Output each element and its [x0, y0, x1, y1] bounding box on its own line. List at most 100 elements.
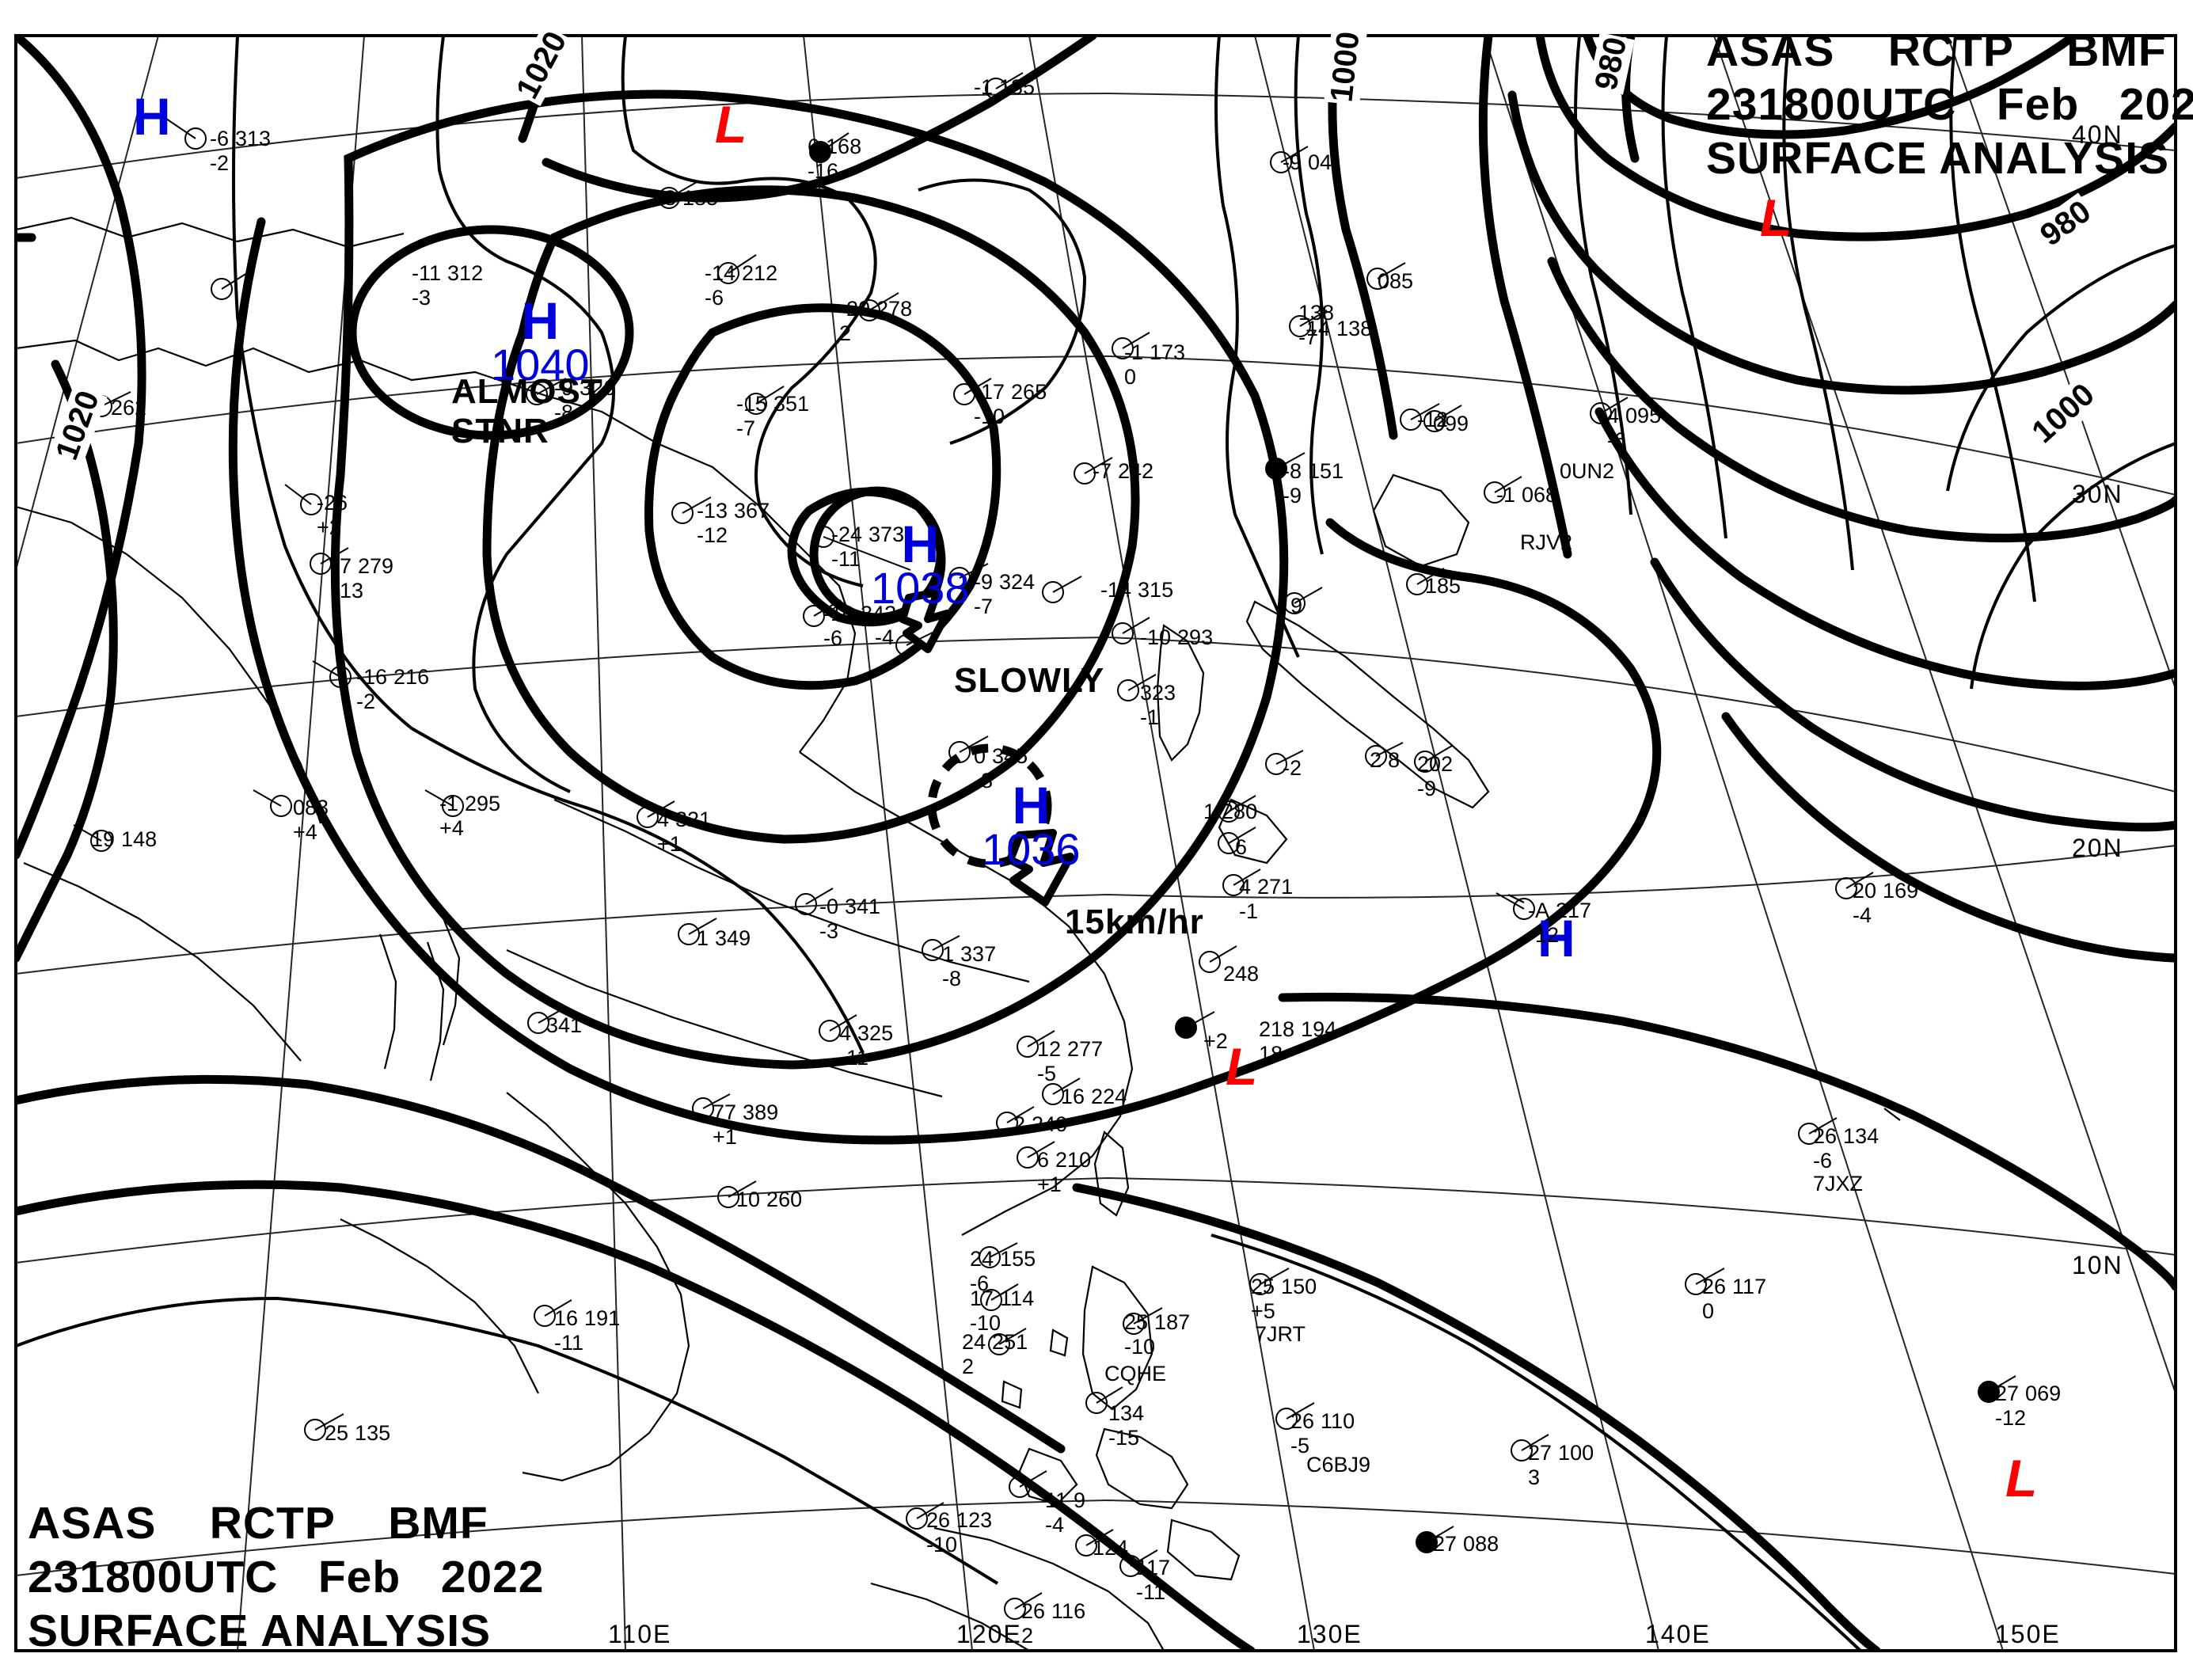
station-plot: -16 216 -2	[356, 665, 435, 714]
station-temperature: CQHE	[1104, 1362, 1167, 1385]
station-pressure: 323	[1140, 681, 1176, 705]
station-temperature: -10	[1140, 625, 1172, 649]
station-dewpoint: 0	[1124, 365, 1137, 389]
station-temperature: 7JXZ	[1813, 1172, 1864, 1195]
station-pressure: 278	[876, 297, 913, 321]
station-dewpoint: 2	[1021, 1624, 1034, 1648]
station-pressure: 185	[1425, 574, 1461, 598]
station-pressure: 324	[999, 570, 1036, 594]
station-temperature: -26	[317, 491, 348, 515]
station-dewpoint: 0	[1702, 1299, 1715, 1323]
station-dewpoint: -10	[1124, 1335, 1156, 1359]
high-pressure-marker: H	[133, 90, 171, 143]
station-plot: 24 155 -6	[970, 1247, 1042, 1296]
station-plot: 185	[1425, 574, 1467, 599]
station-temperature: -11	[412, 261, 442, 285]
station-pressure: 224	[1091, 1085, 1127, 1108]
station-temperature: 26	[926, 1508, 951, 1532]
station-plot: -2	[1283, 756, 1302, 781]
high-symbol: H	[1537, 909, 1575, 967]
station-plot: 25 135	[325, 1421, 397, 1446]
station-pressure: 271	[1257, 875, 1294, 899]
station-pressure: 123	[956, 1508, 993, 1532]
station-dewpoint: -4	[1045, 1513, 1065, 1537]
station-temperature: -8	[1283, 459, 1302, 483]
station-plot: -10 343 -6	[823, 602, 903, 651]
high-pressure-marker: H 1038	[871, 518, 970, 611]
station-plot: 16 224	[1061, 1085, 1133, 1109]
latitude-label: 30N	[2072, 480, 2123, 508]
station-plot: -1 173 0	[1124, 340, 1192, 390]
station-dewpoint: -11	[839, 1046, 869, 1070]
station-temperature: 25	[325, 1421, 349, 1445]
longitude-label: 130E	[1297, 1620, 1363, 1648]
station-pressure: 135	[999, 75, 1036, 99]
station-plot: 77 389 +1	[713, 1100, 785, 1150]
station-plot: 20 169 -4	[1853, 879, 1925, 928]
station-pressure: 069	[2025, 1382, 2062, 1405]
station-plot: 202 -9	[1417, 752, 1459, 801]
station-dewpoint: -10	[974, 405, 1005, 428]
station-dewpoint: -12	[1995, 1406, 2027, 1430]
station-dewpoint: -12	[1417, 408, 1449, 431]
station-temperature: -1	[974, 75, 994, 99]
station-pressure: 315	[1138, 578, 1174, 602]
station-pressure: 099	[1433, 412, 1469, 435]
station-pressure: 210	[1055, 1148, 1092, 1172]
longitude-label: 120E	[956, 1620, 1022, 1648]
station-temperature: -7	[1093, 459, 1112, 483]
station-pressure: 138	[1336, 317, 1373, 340]
station-temperature: 27	[1433, 1532, 1458, 1556]
station-dewpoint: -3	[819, 919, 839, 943]
station-pressure: 0UN2	[1560, 459, 1615, 483]
station-plot: 6 168 -16	[808, 135, 868, 184]
station-dewpoint: 2	[839, 321, 852, 345]
title-block-bottom: ASAS RCTP BMF 231800UTC Feb 2022 SURFACE…	[28, 1496, 545, 1658]
station-dewpoint: +4	[293, 820, 317, 844]
station-plot: 16 191 -11	[554, 1306, 626, 1355]
high-pressure-marker: H 1040	[491, 295, 590, 388]
station-pressure: 251	[992, 1330, 1028, 1354]
station-plot: -20 278 2	[839, 297, 918, 346]
isobars-thin	[16, 36, 2176, 1651]
station-temperature: 1	[942, 942, 955, 966]
header-line3: SURFACE ANALYSIS	[1706, 133, 2170, 184]
station-temperature: -8	[657, 186, 677, 210]
station-dewpoint: 3	[1528, 1465, 1541, 1489]
station-temperature: 26	[1813, 1124, 1838, 1148]
system-movement-note: ALMOST STNR	[451, 372, 603, 450]
station-dewpoint: -12	[697, 523, 728, 547]
station-plot: -26 +2	[317, 491, 354, 540]
station-temperature: 6	[1037, 1148, 1050, 1172]
station-plot: -13 367 -12	[697, 499, 776, 548]
station-temperature: 20	[1853, 879, 1877, 903]
station-plot: 117 -11	[1136, 1556, 1176, 1605]
station-temperature: 12	[1037, 1037, 1062, 1061]
station-dewpoint: -7	[1298, 325, 1318, 349]
station-plot: RJV2	[1520, 530, 1579, 555]
station-plot: -1 135	[974, 75, 1041, 100]
station-plot: -14 212 -6	[705, 261, 784, 310]
station-pressure: 138	[1298, 301, 1335, 325]
station-pressure: 295	[465, 792, 501, 815]
high-symbol: H	[1012, 776, 1051, 834]
station-dewpoint: -8	[554, 401, 574, 424]
station-pressure: 373	[868, 523, 905, 546]
station-plot: 0UN2	[1560, 459, 1621, 484]
station-plot: 4 271 -1	[1239, 875, 1299, 924]
station-plot: 262	[111, 396, 153, 420]
footer-line2: 231800UTC Feb 2022	[28, 1552, 545, 1602]
station-temperature: 218	[1259, 1017, 1295, 1041]
station-dewpoint: -16	[808, 159, 839, 183]
header-line1: ASAS RCTP BMF	[1706, 25, 2167, 76]
station-pressure: 312	[447, 261, 484, 285]
station-dewpoint: 2	[962, 1355, 975, 1378]
low-pressure-marker: L	[1226, 1040, 1257, 1093]
station-plot: 12 277 -5	[1037, 1037, 1109, 1086]
station-plot: -24 373 -11	[831, 523, 910, 572]
station-dewpoint: +1	[657, 832, 682, 856]
station-dewpoint: -11	[1136, 1580, 1166, 1604]
station-plot: 14 138	[1306, 317, 1378, 341]
station-pressure: 212	[742, 261, 778, 285]
